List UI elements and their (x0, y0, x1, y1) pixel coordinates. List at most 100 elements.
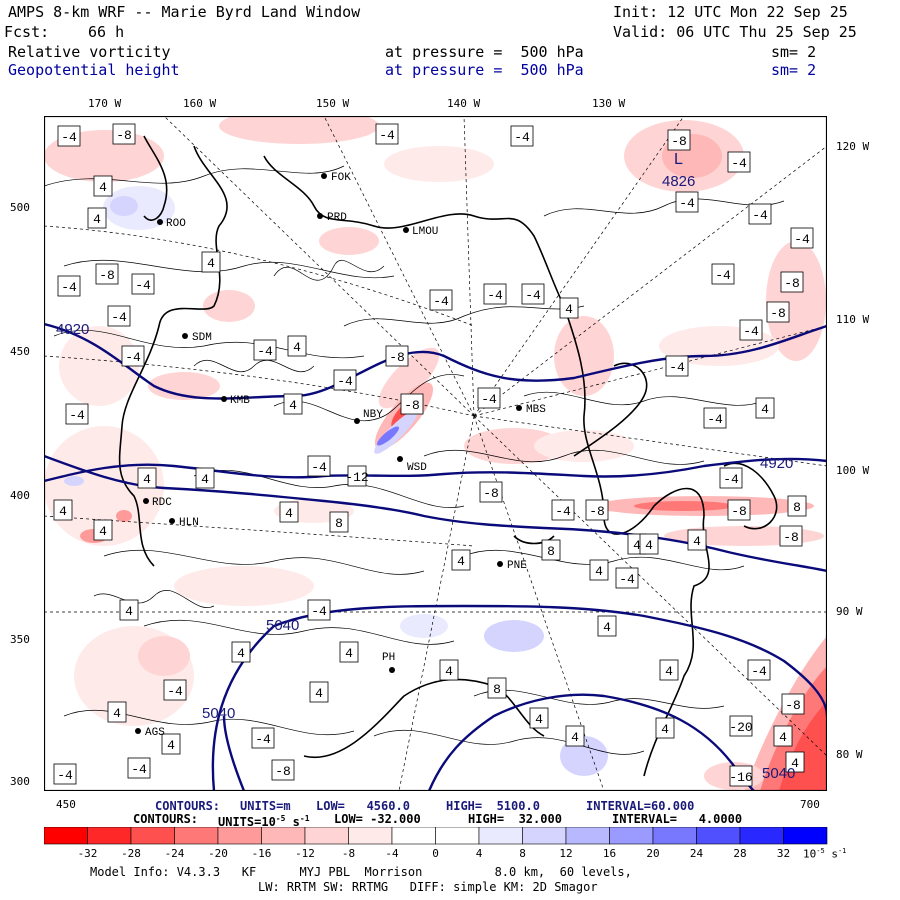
station-label: RDC (152, 497, 172, 509)
colorbar-label: 12 (559, 847, 573, 860)
height-label: 4826 (662, 173, 695, 190)
lon-label-right: 80 W (836, 748, 863, 761)
geo-contour-high: HIGH= 5100.0 (446, 799, 540, 813)
svg-text:-4: -4 (679, 196, 695, 211)
svg-text:-4: -4 (723, 472, 739, 487)
vort-contour-interval: INTERVAL= 4.0000 (612, 812, 743, 826)
colorbar-label: 0 (432, 847, 439, 860)
geo-contour-interval: INTERVAL=60.000 (586, 799, 695, 813)
svg-text:-20: -20 (729, 720, 752, 735)
svg-text:-8: -8 (783, 530, 799, 545)
vorticity-contours (44, 165, 785, 755)
field1-smoothing: sm= 2 (771, 43, 817, 61)
colorbar-swatch (304, 827, 349, 845)
svg-text:4: 4 (535, 712, 543, 727)
svg-text:4: 4 (571, 730, 579, 745)
colorbar-swatch (696, 827, 741, 845)
colorbar-swatch (130, 827, 175, 845)
lon-label-right: 110 W (836, 313, 870, 326)
svg-text:-8: -8 (770, 306, 786, 321)
colorbar-label: 28 (733, 847, 747, 860)
svg-text:4: 4 (99, 524, 107, 539)
svg-text:-4: -4 (433, 294, 449, 309)
station-label: KMB (230, 395, 250, 407)
init-time: Init: 12 UTC Mon 22 Sep 25 (613, 3, 848, 21)
vort-contour-label: CONTOURS: (133, 812, 199, 826)
station-label: FOK (331, 172, 351, 184)
svg-text:-8: -8 (671, 134, 687, 149)
colorbar-swatch (174, 827, 219, 845)
colorbar-label: -28 (121, 847, 141, 860)
x-tick-label: 450 (56, 798, 76, 811)
colorbar-label: 8 (519, 847, 526, 860)
colorbar-swatch (739, 827, 784, 845)
field1-name: Relative vorticity (8, 43, 171, 61)
field2-name: Geopotential height (8, 61, 180, 79)
field2-smoothing: sm= 2 (771, 61, 817, 79)
svg-text:4: 4 (113, 706, 121, 721)
geo-contour-label: CONTOURS: (155, 799, 221, 813)
lon-label-top: 150 W (316, 97, 350, 110)
colorbar-swatch (217, 827, 262, 845)
svg-text:4: 4 (143, 472, 151, 487)
svg-text:4: 4 (167, 738, 175, 753)
svg-text:-16: -16 (729, 770, 752, 785)
svg-text:-4: -4 (487, 288, 503, 303)
model-info-line1: Model Info: V4.3.3 KF MYJ PBL Morrison 8… (90, 865, 632, 879)
model-info-line2: LW: RRTM SW: RRTMG DIFF: simple KM: 2D S… (258, 880, 598, 894)
height-label: 5040 (202, 705, 235, 722)
svg-text:4: 4 (693, 534, 701, 549)
station-label: MBS (526, 404, 546, 416)
svg-text:4: 4 (93, 212, 101, 227)
svg-text:-4: -4 (731, 156, 747, 171)
height-label: 5040 (266, 617, 299, 634)
height-label: 4920 (760, 455, 793, 472)
colorbar-label: 24 (689, 847, 704, 860)
colorbar-label: 20 (646, 847, 660, 860)
x-tick-label: 700 (800, 798, 820, 811)
lon-label-right: 100 W (836, 464, 870, 477)
svg-text:-8: -8 (389, 350, 405, 365)
svg-text:-8: -8 (404, 398, 420, 413)
map-plot: -4 -8 -4 -4 -8 -4 -4 -4 -4 -4 -8 -8 4 4 4 -8 -4 -4 -… (44, 116, 827, 791)
svg-text:4: 4 (59, 504, 67, 519)
valid-time: Valid: 06 UTC Thu 25 Sep 25 (613, 23, 857, 41)
svg-text:-4: -4 (715, 268, 731, 283)
svg-text:-4: -4 (337, 374, 353, 389)
station-label: AGS (145, 727, 165, 739)
y-tick-label: 400 (10, 489, 30, 502)
svg-text:4: 4 (293, 340, 301, 355)
svg-text:-4: -4 (131, 762, 147, 777)
svg-text:-4: -4 (255, 732, 271, 747)
colorbar-swatch (652, 827, 697, 845)
station-label: HLN (179, 517, 199, 529)
colorbar-label: -12 (295, 847, 315, 860)
colorbar-swatch (391, 827, 436, 845)
forecast-label: Fcst: (4, 23, 50, 41)
colorbar-label: -8 (341, 847, 356, 860)
station-label: SDM (192, 332, 212, 344)
colorbar-swatch (783, 827, 828, 845)
colorbar-label: 32 (776, 847, 791, 860)
station-label: WSD (407, 462, 427, 474)
station-label: PNE (507, 560, 527, 572)
svg-text:-4: -4 (135, 278, 151, 293)
colorbar (44, 827, 828, 845)
svg-text:-4: -4 (794, 232, 810, 247)
colorbar-swatch (261, 827, 306, 845)
colorbar-label: 4 (475, 847, 483, 860)
svg-text:-4: -4 (111, 310, 127, 325)
lon-label-top: 130 W (592, 97, 626, 110)
station-label: PH (382, 652, 395, 664)
svg-text:-4: -4 (669, 360, 685, 375)
station-dots (135, 173, 522, 734)
svg-text:-4: -4 (61, 280, 77, 295)
contour-value-boxes: -4 -8 -4 -4 -8 -4 -4 -4 -4 -4 -8 -8 4 4 4 -8 -4 -4 -… (53, 123, 814, 787)
colorbar-label: -32 (77, 847, 98, 860)
svg-text:-4: -4 (743, 324, 759, 339)
colorbar-label: -20 (208, 847, 228, 860)
colorbar-label: 16 (602, 847, 617, 860)
svg-text:4: 4 (237, 646, 245, 661)
svg-text:4: 4 (791, 756, 799, 771)
